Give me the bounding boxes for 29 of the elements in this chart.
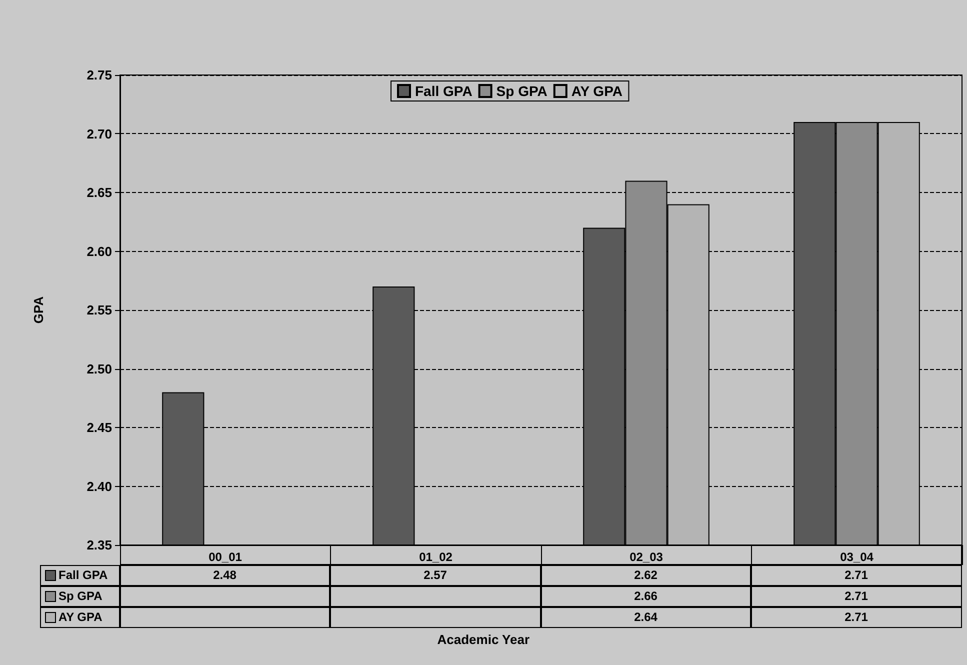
text: Sp GPA [58, 589, 102, 603]
y-tick-label: 2.70 [86, 126, 112, 142]
y-axis-title: GPA [31, 296, 46, 324]
x-tick-label: 00_01 [208, 550, 242, 564]
legend-label: AY GPA [571, 83, 622, 99]
y-tick-label: 2.40 [86, 478, 112, 494]
data-label: 2.71 [751, 586, 962, 606]
data-label: 2.48 [120, 564, 330, 586]
data-label: 2.66 [540, 586, 751, 606]
x-tick-label: 02_03 [630, 550, 664, 564]
y-tick-label: 2.65 [86, 185, 112, 200]
legend-label: Sp GPA [496, 83, 548, 99]
y-tick-label: 2.35 [86, 538, 112, 552]
text: Fall GPA [58, 568, 108, 582]
data-label: 2.71 [751, 606, 962, 628]
x-tick-label: 01_02 [419, 550, 453, 564]
text: AY GPA [58, 610, 102, 624]
y-tick-label: 2.50 [86, 361, 112, 376]
y-tick-label: 2.55 [86, 302, 112, 318]
data-label: 2.64 [540, 606, 751, 628]
legend-label: Fall GPA [415, 83, 472, 99]
y-tick-label: 2.60 [86, 244, 112, 259]
text: Academic Year [437, 632, 530, 647]
data-label: 2.57 [330, 564, 540, 586]
y-tick-label: 2.45 [86, 420, 112, 435]
data-label: 2.71 [751, 564, 962, 586]
data-label: 2.62 [540, 564, 751, 586]
y-tick-label: 2.75 [86, 68, 112, 82]
x-tick-label: 03_04 [840, 550, 874, 564]
